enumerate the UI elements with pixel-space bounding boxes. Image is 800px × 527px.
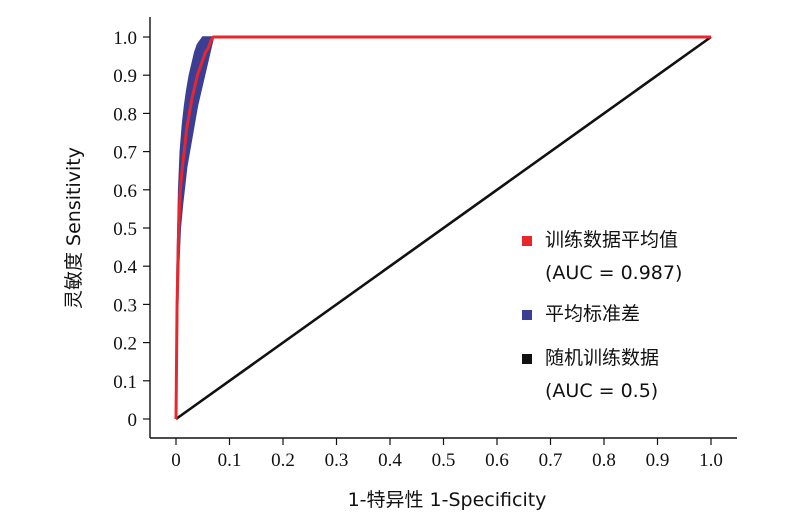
x-tick-label: 0.2 bbox=[271, 450, 295, 471]
y-axis-title: 灵敏度 Sensitivity bbox=[63, 147, 85, 309]
x-axis-title: 1-特异性 1-Specificity bbox=[348, 489, 547, 511]
series-mean-line bbox=[174, 35, 711, 420]
series-random-line bbox=[175, 35, 712, 421]
y-tick-label: 0.5 bbox=[113, 219, 137, 240]
legend-random-label: 随机训练数据 bbox=[545, 347, 659, 369]
y-tick-label: 0.6 bbox=[113, 181, 137, 202]
x-tick-label: 0.9 bbox=[646, 450, 670, 471]
legend-std-label: 平均标准差 bbox=[545, 303, 640, 325]
x-tick-label: 0.7 bbox=[539, 450, 563, 471]
legend-random-swatch bbox=[522, 354, 532, 364]
y-tick-label: 0.7 bbox=[113, 143, 137, 164]
legend-std-swatch bbox=[522, 310, 532, 320]
legend-random-auc: (AUC = 0.5) bbox=[545, 380, 658, 402]
y-tick-label: 0.9 bbox=[113, 66, 137, 87]
plot-area bbox=[174, 35, 712, 421]
x-tick-label: 0.4 bbox=[378, 450, 402, 471]
y-axis: 0 0.1 0.2 0.3 0.4 0.5 0.6 0.7 0.8 0.9 1.0 bbox=[113, 17, 151, 438]
x-tick-label: 0.6 bbox=[485, 450, 509, 471]
legend-mean-auc: (AUC = 0.987) bbox=[545, 262, 682, 284]
x-tick-label: 0.8 bbox=[592, 450, 616, 471]
x-tick-label: 0.5 bbox=[432, 450, 456, 471]
y-tick-label: 0.3 bbox=[113, 295, 137, 316]
y-tick-label: 0 bbox=[128, 410, 138, 431]
y-tick-label: 0.4 bbox=[113, 257, 137, 278]
y-tick-label: 1.0 bbox=[113, 28, 137, 49]
x-tick-label: 0 bbox=[171, 450, 181, 471]
y-tick-label: 0.8 bbox=[113, 104, 137, 125]
x-tick-label: 0.1 bbox=[218, 450, 242, 471]
legend-mean-swatch bbox=[522, 236, 532, 246]
y-tick-label: 0.2 bbox=[113, 334, 137, 355]
series-std-band bbox=[175, 36, 215, 420]
x-tick-label: 0.3 bbox=[325, 450, 349, 471]
x-axis: 0 0.1 0.2 0.3 0.4 0.5 0.6 0.7 0.8 0.9 1.0 bbox=[150, 437, 737, 471]
legend-mean-label: 训练数据平均值 bbox=[545, 229, 678, 251]
x-tick-label: 1.0 bbox=[699, 450, 723, 471]
y-tick-label: 0.1 bbox=[113, 372, 137, 393]
